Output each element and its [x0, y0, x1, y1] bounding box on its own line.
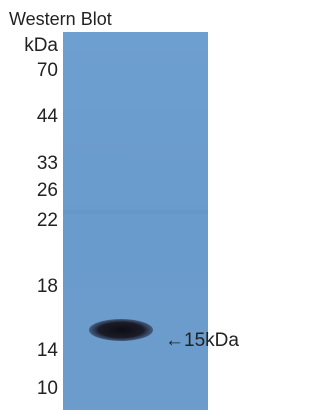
marker-label: 26 [37, 180, 58, 201]
band-annotation: ←15kDa [165, 330, 239, 351]
marker-label: 18 [37, 276, 58, 297]
marker-label: 70 [37, 60, 58, 81]
gel-lane [63, 32, 208, 410]
marker-label: 33 [37, 153, 58, 174]
title: Western Blot [9, 9, 112, 29]
marker-label: 22 [37, 210, 58, 231]
blot-figure: Western Blot kDa 70 44 33 26 22 18 14 10… [0, 0, 265, 410]
marker-label: 44 [37, 106, 59, 127]
gel-streak [63, 210, 208, 214]
unit-label: kDa [24, 35, 58, 56]
marker-label: 10 [37, 378, 58, 399]
marker-label: 14 [37, 340, 59, 361]
protein-band [89, 319, 153, 341]
